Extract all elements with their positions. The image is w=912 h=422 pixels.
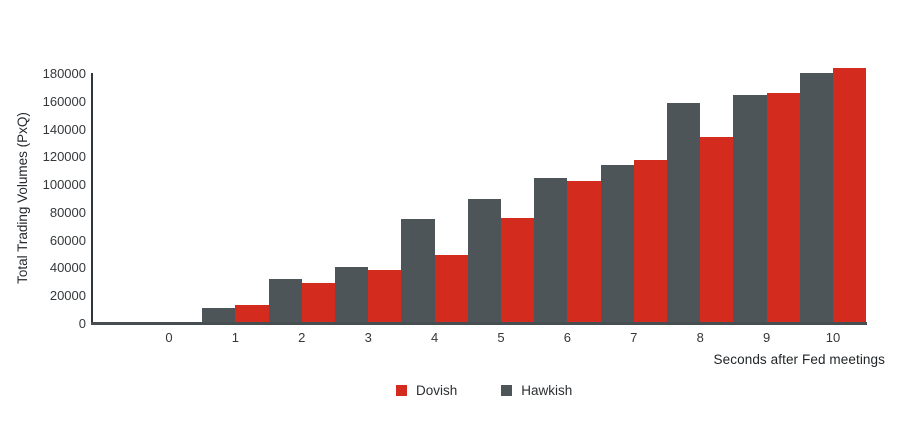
bar-dovish-10 — [833, 67, 867, 324]
y-tick-label: 60000 — [49, 232, 86, 248]
x-tick-label: 6 — [563, 330, 571, 345]
y-tick-label: 180000 — [42, 66, 86, 81]
legend: Dovish Hawkish — [396, 383, 572, 398]
bar-dovish-1 — [235, 304, 269, 324]
legend-label-hawkish: Hawkish — [521, 383, 573, 398]
bar-dovish-4 — [434, 254, 468, 324]
x-tick-label: 4 — [430, 330, 439, 345]
x-tick-label: 9 — [762, 330, 771, 345]
y-tick-label: 40000 — [49, 260, 86, 276]
bar-hawkish-4 — [401, 219, 435, 324]
bar-hawkish-3 — [335, 267, 369, 324]
y-tick-label: 100000 — [42, 177, 86, 193]
bar-hawkish-7 — [600, 164, 634, 324]
bar-hawkish-5 — [467, 199, 501, 324]
bar-hawkish-9 — [733, 94, 767, 324]
bar-dovish-3 — [368, 269, 402, 324]
y-axis-line — [91, 73, 93, 324]
bar-dovish-6 — [567, 180, 601, 324]
dovish-swatch-icon — [396, 385, 407, 396]
x-axis-line — [91, 322, 867, 325]
bar-hawkish-1 — [202, 308, 236, 324]
y-tick-label: 20000 — [49, 288, 86, 304]
bar-hawkish-8 — [667, 103, 701, 324]
x-tick-label: 3 — [364, 330, 372, 345]
x-axis-title: Seconds after Fed meetings — [713, 352, 885, 367]
x-tick-label: 5 — [497, 330, 505, 345]
y-tick-label: 140000 — [42, 121, 86, 137]
bar-dovish-7 — [633, 160, 667, 324]
x-tick-label: 10 — [825, 330, 841, 345]
x-tick-label: 8 — [696, 330, 704, 345]
x-tick-label: 1 — [231, 330, 239, 345]
y-tick-label: 80000 — [49, 204, 86, 220]
y-tick-label: 160000 — [42, 93, 86, 109]
y-tick-label: 0 — [78, 316, 86, 331]
bar-hawkish-10 — [799, 73, 833, 324]
x-tick-label: 2 — [298, 330, 306, 345]
legend-label-dovish: Dovish — [416, 383, 458, 398]
legend-item-dovish: Dovish — [396, 383, 457, 398]
bar-hawkish-2 — [268, 278, 302, 324]
bar-dovish-9 — [766, 93, 800, 324]
x-tick-label: 7 — [630, 330, 638, 345]
hawkish-swatch-icon — [501, 385, 513, 396]
bar-dovish-8 — [700, 136, 734, 324]
x-tick-label: 0 — [165, 330, 173, 345]
legend-item-hawkish: Hawkish — [501, 383, 572, 398]
bar-dovish-2 — [301, 283, 335, 324]
bar-hawkish-6 — [534, 178, 568, 324]
y-tick-label: 120000 — [42, 149, 86, 165]
bar-dovish-5 — [501, 218, 535, 324]
